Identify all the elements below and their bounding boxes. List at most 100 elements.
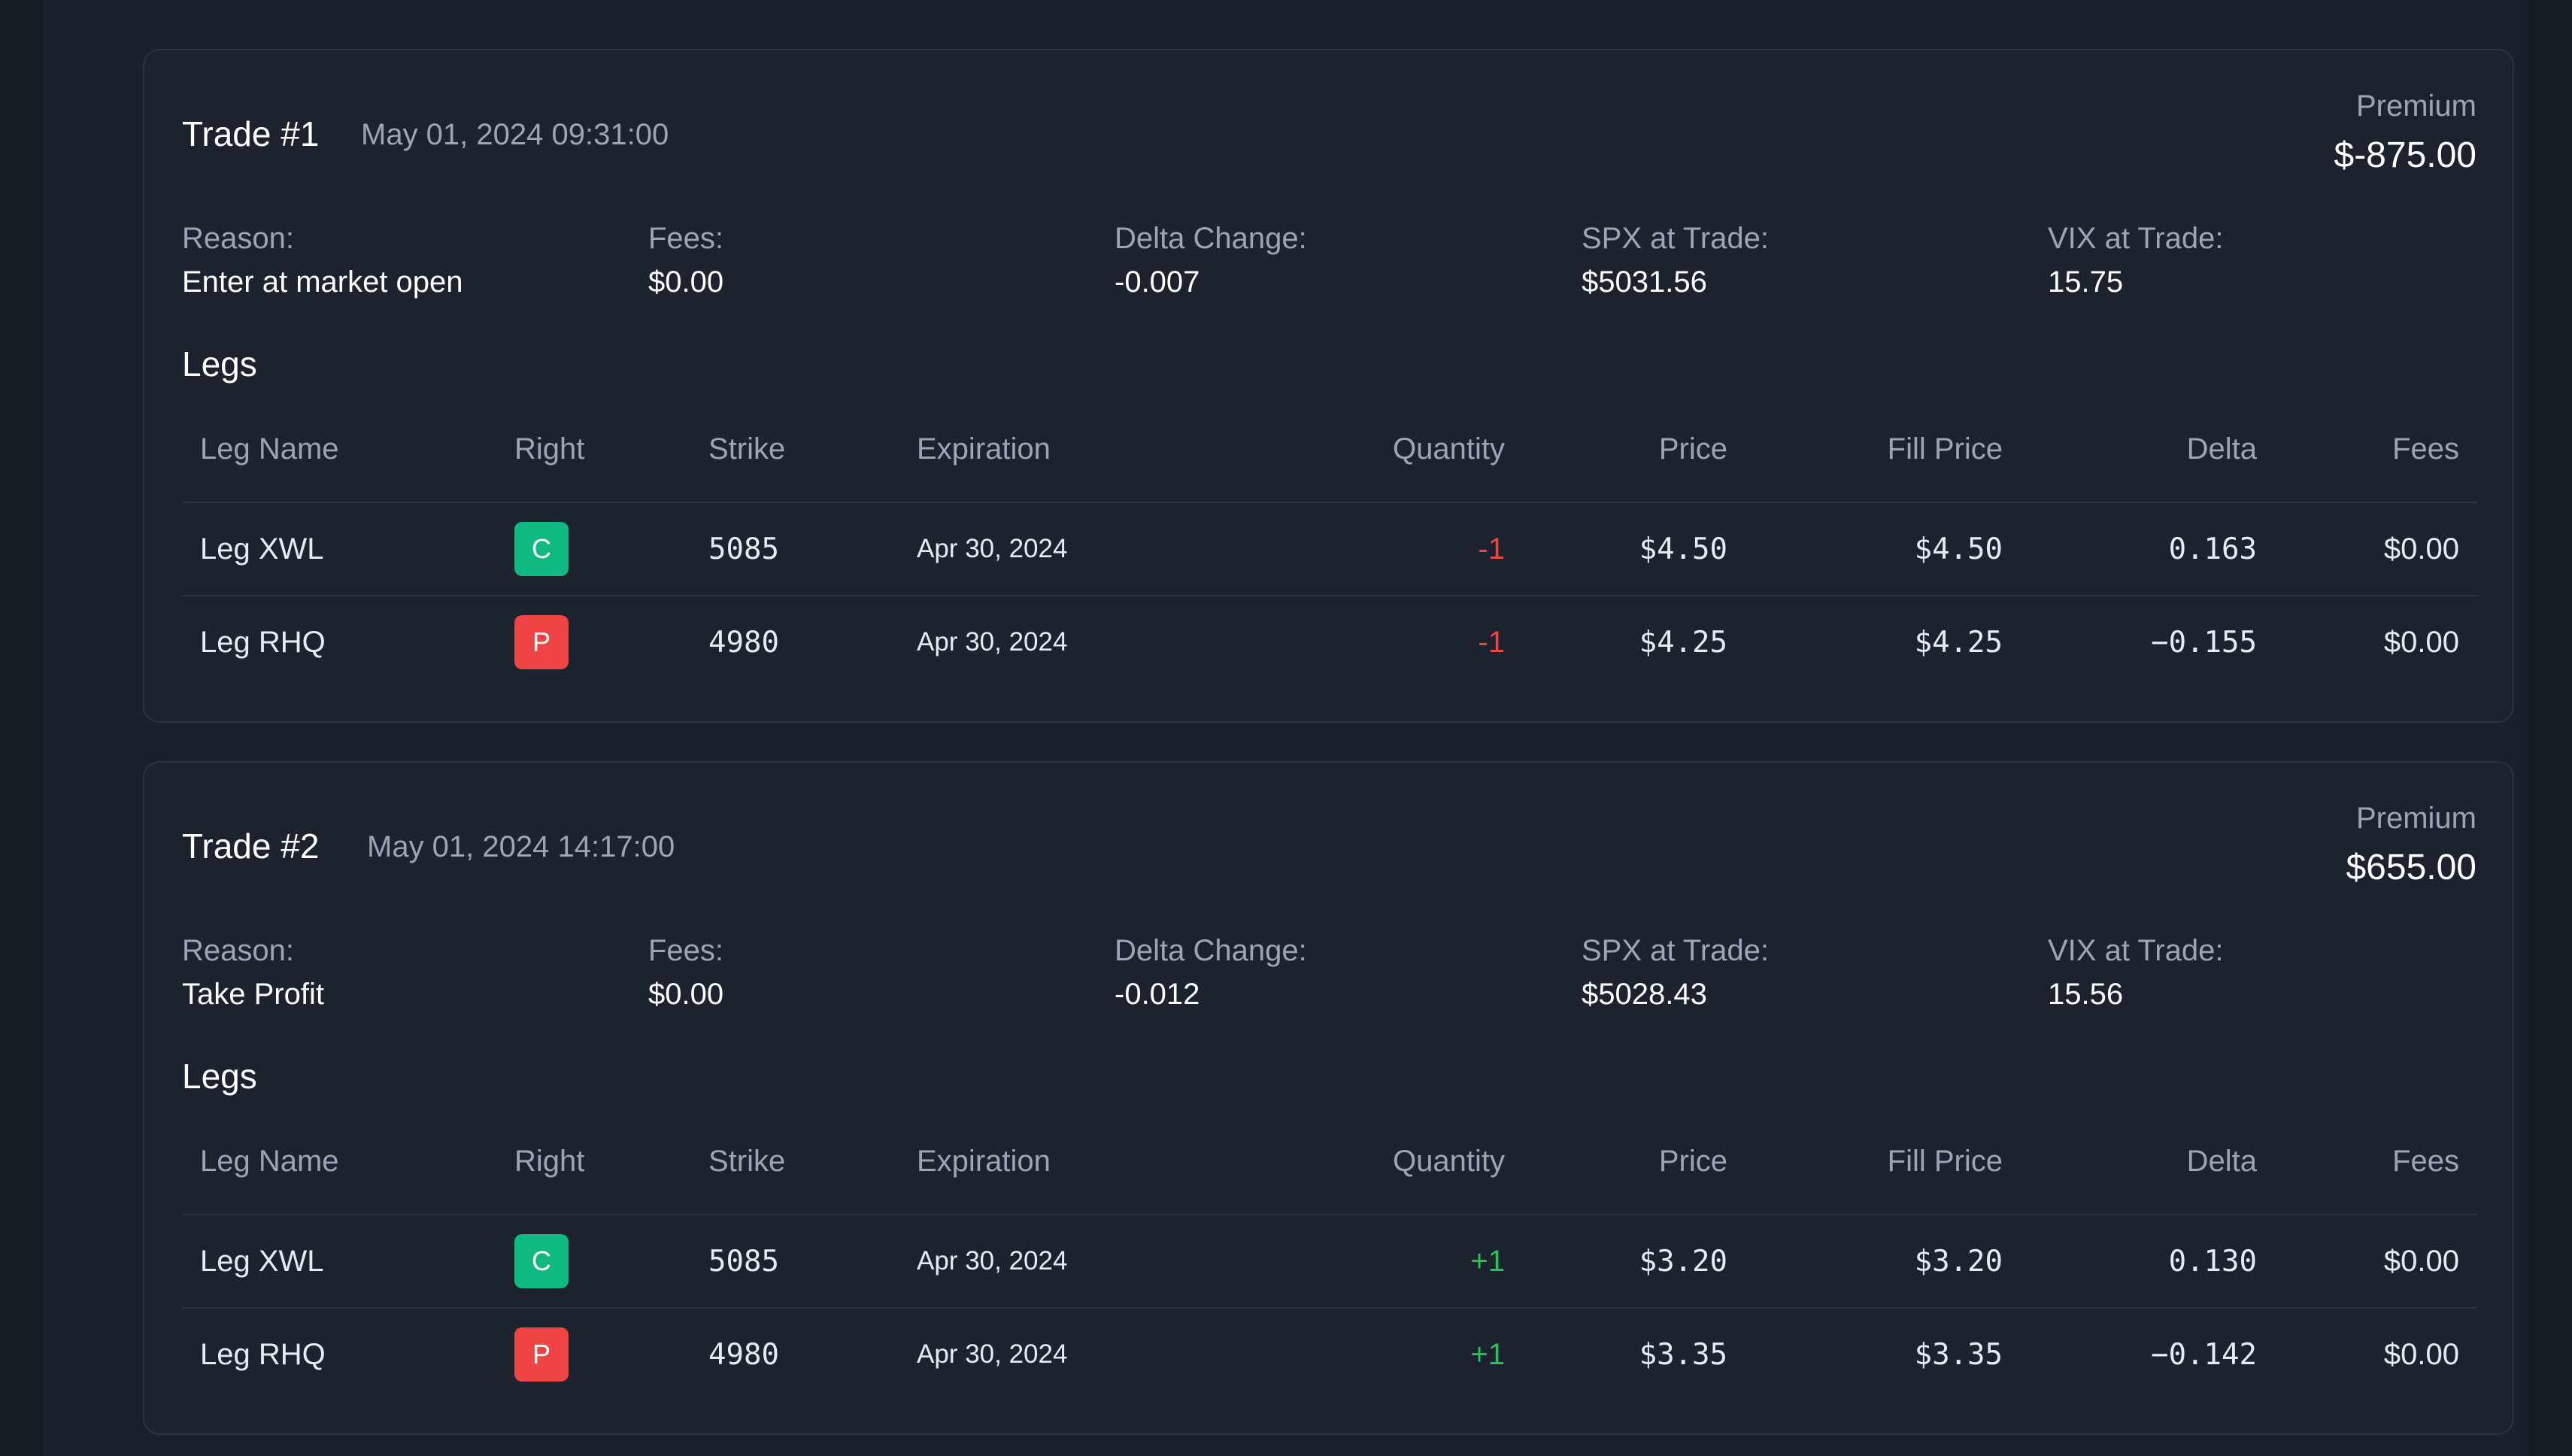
quantity: +1 — [1470, 1337, 1505, 1371]
legs-table: Leg Name Right Strike Expiration Quantit… — [182, 1139, 2477, 1400]
table-row[interactable]: Leg XWL C 5085 Apr 30, 2024 -1 $4.50 $4.… — [182, 502, 2477, 595]
trade-title: Trade #1 — [182, 114, 320, 153]
fees: $0.00 — [2383, 532, 2459, 566]
col-delta[interactable]: Delta — [2186, 1145, 2257, 1178]
put-badge: P — [514, 1327, 569, 1382]
quantity: +1 — [1470, 1244, 1505, 1278]
stat-value: Take Profit — [182, 978, 324, 1011]
fees: $0.00 — [2383, 625, 2459, 659]
stat-value: $0.00 — [648, 978, 724, 1011]
col-leg-name[interactable]: Leg Name — [200, 1145, 339, 1178]
col-quantity[interactable]: Quantity — [1393, 432, 1505, 466]
col-fill-price[interactable]: Fill Price — [1887, 432, 2003, 466]
delta: 0.130 — [2168, 1244, 2257, 1279]
stat-label: Delta Change: — [1115, 222, 1307, 255]
trade-datetime: May 01, 2024 09:31:00 — [361, 118, 669, 151]
col-expiration[interactable]: Expiration — [917, 1145, 1051, 1178]
expiration: Apr 30, 2024 — [917, 1246, 1068, 1276]
price: $4.25 — [1639, 625, 1727, 660]
stat-label: VIX at Trade: — [2048, 934, 2224, 967]
stat-label: Fees: — [648, 934, 724, 967]
expiration: Apr 30, 2024 — [917, 534, 1068, 563]
stat-delta-change: Delta Change: -0.007 — [1115, 217, 1307, 305]
col-right[interactable]: Right — [514, 432, 585, 466]
col-fees[interactable]: Fees — [2392, 432, 2459, 466]
call-badge: C — [514, 1234, 569, 1288]
leg-name: Leg XWL — [200, 1244, 324, 1278]
legs-heading: Legs — [182, 1057, 257, 1096]
stat-value: $0.00 — [648, 265, 724, 299]
quantity: -1 — [1478, 532, 1505, 566]
stat-label: Reason: — [182, 934, 294, 967]
right-cell: C — [514, 1215, 569, 1307]
fees: $0.00 — [2383, 1337, 2459, 1371]
stat-fees: Fees: $0.00 — [648, 930, 723, 1017]
expiration: Apr 30, 2024 — [917, 1339, 1068, 1369]
strike: 5085 — [708, 532, 779, 566]
premium-label: Premium — [2355, 802, 2476, 835]
col-right[interactable]: Right — [514, 1145, 585, 1178]
table-row[interactable]: Leg XWL C 5085 Apr 30, 2024 +1 $3.20 $3.… — [182, 1214, 2477, 1307]
stat-value: -0.012 — [1115, 978, 1200, 1011]
right-cell: P — [514, 596, 569, 688]
stat-value: 15.56 — [2048, 978, 2124, 1011]
stat-spx: SPX at Trade: $5028.43 — [1582, 930, 1769, 1017]
stat-reason: Reason: Enter at market open — [182, 217, 463, 305]
trade-card: Trade #1 May 01, 2024 09:31:00 Premium $… — [143, 49, 2514, 723]
price: $4.50 — [1639, 532, 1727, 566]
col-price[interactable]: Price — [1658, 1145, 1727, 1178]
stat-delta-change: Delta Change: -0.012 — [1115, 930, 1307, 1017]
strike: 4980 — [708, 1337, 779, 1372]
legs-table: Leg Name Right Strike Expiration Quantit… — [182, 426, 2477, 688]
col-fill-price[interactable]: Fill Price — [1887, 1145, 2003, 1178]
col-delta[interactable]: Delta — [2186, 432, 2257, 466]
stat-value: Enter at market open — [182, 265, 463, 299]
leg-name: Leg RHQ — [200, 625, 326, 659]
stat-value: $5028.43 — [1582, 978, 1707, 1011]
table-header: Leg Name Right Strike Expiration Quantit… — [182, 1139, 2477, 1214]
stat-label: VIX at Trade: — [2048, 222, 2224, 255]
stat-label: SPX at Trade: — [1582, 222, 1770, 255]
expiration: Apr 30, 2024 — [917, 627, 1068, 657]
legs-heading: Legs — [182, 344, 257, 384]
right-cell: C — [514, 503, 569, 595]
table-row[interactable]: Leg RHQ P 4980 Apr 30, 2024 +1 $3.35 $3.… — [182, 1307, 2477, 1400]
premium-value: $655.00 — [2346, 848, 2476, 887]
fees: $0.00 — [2383, 1244, 2459, 1278]
price: $3.20 — [1639, 1244, 1727, 1279]
leg-name: Leg XWL — [200, 532, 324, 566]
stat-value: 15.75 — [2048, 265, 2124, 299]
stat-label: Reason: — [182, 222, 294, 255]
col-strike[interactable]: Strike — [708, 432, 786, 466]
price: $3.35 — [1639, 1337, 1727, 1372]
stat-vix: VIX at Trade: 15.56 — [2048, 930, 2223, 1017]
trade-datetime: May 01, 2024 14:17:00 — [367, 830, 675, 863]
put-badge: P — [514, 615, 569, 669]
col-strike[interactable]: Strike — [708, 1145, 786, 1178]
col-quantity[interactable]: Quantity — [1393, 1145, 1505, 1178]
fill-price: $3.20 — [1914, 1244, 2003, 1279]
stat-fees: Fees: $0.00 — [648, 217, 723, 305]
fill-price: $3.35 — [1914, 1337, 2003, 1372]
col-leg-name[interactable]: Leg Name — [200, 432, 339, 466]
trade-card: Trade #2 May 01, 2024 14:17:00 Premium $… — [143, 761, 2514, 1435]
stat-reason: Reason: Take Profit — [182, 930, 324, 1017]
stat-label: Fees: — [648, 222, 724, 255]
stat-label: Delta Change: — [1115, 934, 1307, 967]
premium-label: Premium — [2355, 89, 2476, 123]
fill-price: $4.25 — [1914, 625, 2003, 660]
premium-value: $-875.00 — [2334, 135, 2477, 175]
table-row[interactable]: Leg RHQ P 4980 Apr 30, 2024 -1 $4.25 $4.… — [182, 595, 2477, 688]
stat-value: $5031.56 — [1582, 265, 1707, 299]
stat-label: SPX at Trade: — [1582, 934, 1770, 967]
call-badge: C — [514, 522, 569, 576]
col-fees[interactable]: Fees — [2392, 1145, 2459, 1178]
table-header: Leg Name Right Strike Expiration Quantit… — [182, 426, 2477, 502]
stat-vix: VIX at Trade: 15.75 — [2048, 217, 2223, 305]
right-cell: P — [514, 1309, 569, 1400]
trade-title: Trade #2 — [182, 827, 320, 866]
delta: −0.142 — [2151, 1337, 2257, 1372]
col-expiration[interactable]: Expiration — [917, 432, 1051, 466]
col-price[interactable]: Price — [1658, 432, 1727, 466]
leg-name: Leg RHQ — [200, 1337, 326, 1371]
